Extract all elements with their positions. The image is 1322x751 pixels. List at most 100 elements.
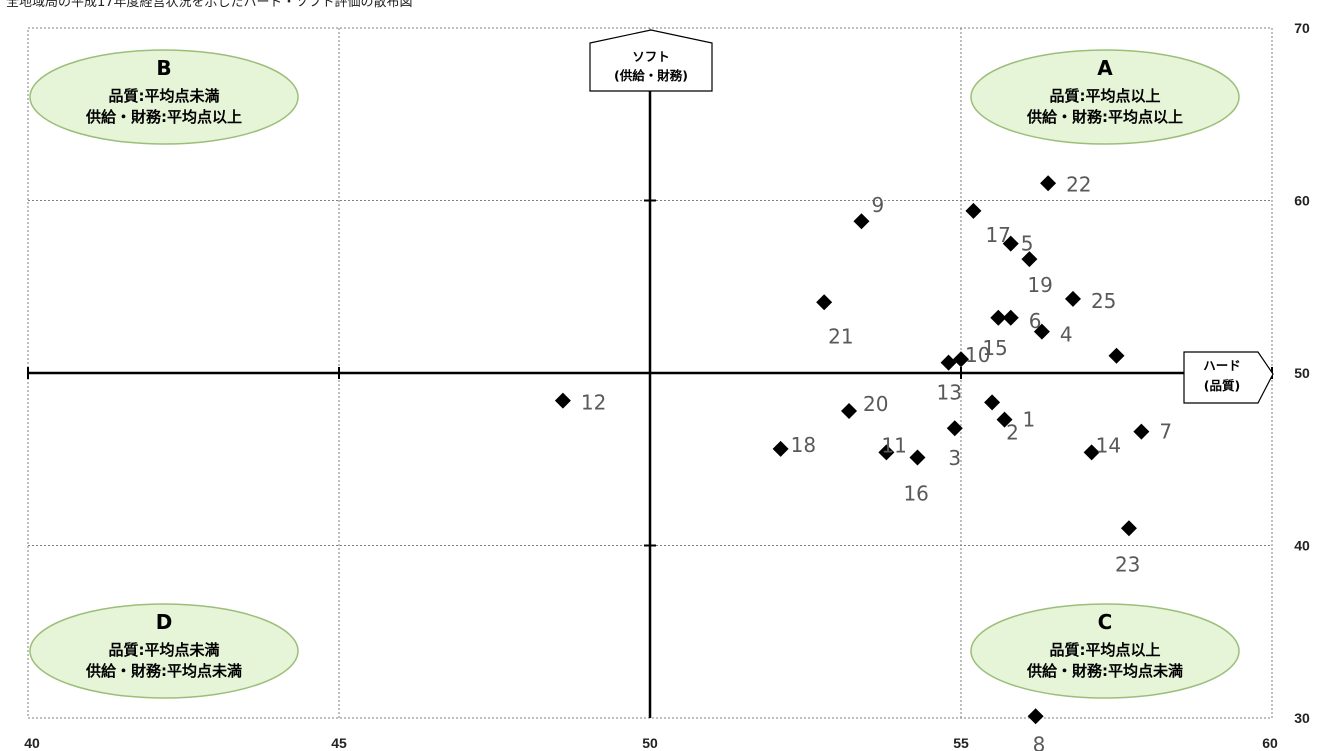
- data-point-9: 9: [853, 193, 884, 230]
- point-marker: [1027, 708, 1044, 725]
- point-label: 1: [1023, 408, 1036, 432]
- point-label: 19: [1027, 273, 1052, 297]
- quadrant-supply-text: 供給・財務:平均点未満: [1026, 662, 1183, 680]
- point-marker: [1002, 309, 1019, 326]
- point-marker: [965, 202, 982, 219]
- point-label: 8: [1033, 732, 1046, 751]
- point-marker: [1033, 323, 1050, 340]
- point-marker: [1133, 423, 1150, 440]
- data-point-10: 10: [953, 343, 990, 368]
- point-label: 15: [982, 336, 1007, 360]
- point-label: 2: [1006, 420, 1019, 444]
- x-axis-tag-line2: (品質): [1204, 378, 1240, 393]
- point-label: 17: [985, 223, 1010, 247]
- quadrant-labels: B品質:平均点未満供給・財務:平均点以上A品質:平均点以上供給・財務:平均点以上…: [29, 49, 1240, 699]
- point-marker: [878, 444, 895, 461]
- point-marker: [853, 213, 870, 230]
- point-label: 22: [1066, 172, 1091, 196]
- point-marker: [1083, 444, 1100, 461]
- data-point-5: 5: [1002, 232, 1034, 256]
- quadrant-letter: C: [1098, 610, 1113, 634]
- point-label: 10: [965, 343, 990, 367]
- point-marker: [554, 392, 571, 409]
- x-tick-label: 50: [642, 735, 658, 751]
- data-point-7: 7: [1133, 420, 1172, 444]
- y-axis-tag-line1: ソフト: [632, 49, 670, 64]
- data-point-8: 8: [1027, 708, 1046, 751]
- point-label: 20: [863, 392, 888, 416]
- point-marker: [1108, 347, 1125, 364]
- data-point-25: 25: [1064, 289, 1116, 313]
- y-axis-tag: ソフト (供給・財務): [589, 29, 713, 92]
- data-point-22: 22: [1040, 172, 1092, 196]
- data-point-24: [1108, 347, 1125, 364]
- point-label: 13: [937, 381, 962, 405]
- quadrant-quality-text: 品質:平均点未満: [109, 87, 220, 105]
- point-label: 7: [1159, 420, 1172, 444]
- chart-caption: 全地域局の平成17年度経営状況を示したハード・ソフト評価の散布図: [6, 0, 413, 10]
- data-point-20: 20: [841, 392, 888, 419]
- data-point-13: 13: [937, 354, 962, 405]
- point-marker: [1120, 520, 1137, 537]
- point-label: 18: [791, 433, 816, 457]
- data-point-19: 19: [1021, 251, 1053, 297]
- axis-tags: ソフト (供給・財務) ハード (品質): [589, 29, 1274, 404]
- point-marker: [909, 449, 926, 466]
- y-tick-label: 60: [1294, 193, 1310, 209]
- quadrant-quality-text: 品質:平均点以上: [1050, 87, 1161, 105]
- x-axis-tag-shape: [1183, 351, 1274, 404]
- point-label: 12: [581, 391, 606, 415]
- data-point-3: 3: [946, 420, 963, 470]
- x-tick-label: 40: [24, 735, 40, 751]
- x-tick-label: 45: [331, 735, 347, 751]
- quadrant-letter: A: [1097, 56, 1113, 80]
- data-point-18: 18: [772, 433, 816, 457]
- quadrant-ellipse: [970, 603, 1240, 699]
- point-marker: [841, 402, 858, 419]
- point-label: 21: [828, 324, 853, 348]
- data-point-23: 23: [1115, 520, 1140, 576]
- point-marker: [1064, 290, 1081, 307]
- point-label: 5: [1021, 232, 1034, 256]
- data-point-2: 2: [984, 394, 1019, 444]
- quadrant-ellipse: [29, 49, 299, 145]
- point-marker: [1040, 175, 1057, 192]
- quadrant-supply-text: 供給・財務:平均点以上: [85, 108, 242, 126]
- point-marker: [940, 354, 957, 371]
- point-label: 9: [871, 193, 884, 217]
- x-axis-tag: ハード (品質): [1183, 351, 1274, 404]
- data-point-12: 12: [554, 391, 606, 415]
- data-point-11: 11: [878, 433, 907, 461]
- point-marker: [816, 294, 833, 311]
- point-label: 4: [1060, 323, 1073, 347]
- data-point-16: 16: [903, 449, 929, 506]
- quadrant-supply-text: 供給・財務:平均点未満: [85, 662, 242, 680]
- x-axis-tag-line1: ハード: [1203, 358, 1241, 373]
- point-marker: [990, 309, 1007, 326]
- quadrant-ellipse: [970, 49, 1240, 145]
- point-marker: [1002, 235, 1019, 252]
- quadrant-ellipse: [29, 603, 299, 699]
- point-marker: [946, 420, 963, 437]
- y-axis-tag-shape: [589, 29, 713, 92]
- data-point-17: 17: [965, 202, 1011, 247]
- quadrant-quality-text: 品質:平均点以上: [1050, 641, 1161, 659]
- y-tick-label: 50: [1294, 365, 1310, 381]
- x-tick-label: 55: [953, 735, 969, 751]
- y-axis-tag-line2: (供給・財務): [614, 68, 688, 83]
- x-tick-label: 60: [1262, 735, 1278, 751]
- y-tick-label: 70: [1294, 20, 1310, 36]
- point-marker: [772, 440, 789, 457]
- point-marker: [953, 351, 969, 368]
- data-point-6: 6: [1002, 309, 1041, 333]
- point-label: 14: [1096, 433, 1121, 457]
- data-point-14: 14: [1083, 433, 1121, 461]
- point-label: 16: [903, 482, 928, 506]
- point-label: 11: [881, 433, 906, 457]
- point-marker: [996, 411, 1013, 428]
